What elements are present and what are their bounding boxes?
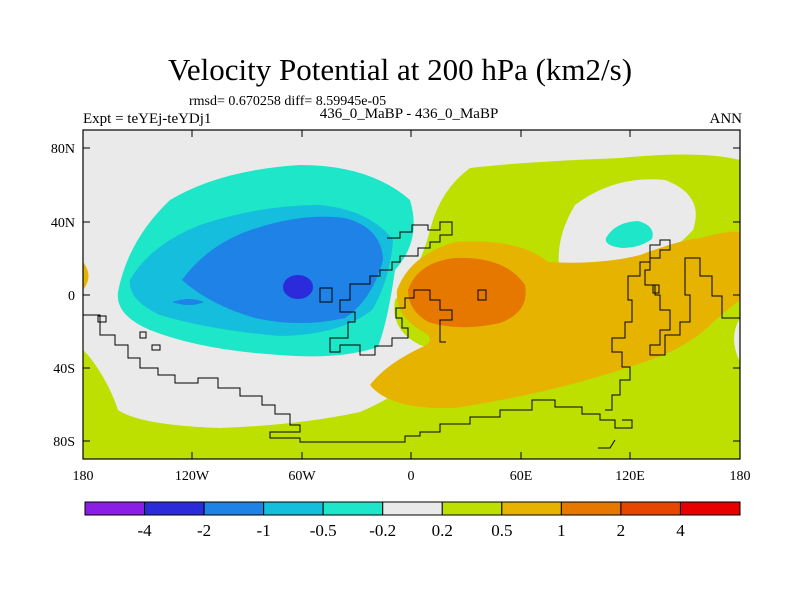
coast-maritime — [605, 239, 740, 411]
experiment-label: Expt = teYEj-teYDj1 — [83, 111, 212, 127]
y-tick-label: 40N — [51, 216, 75, 231]
colorbar-label: -2 — [197, 521, 211, 540]
y-tick-label: 0 — [68, 289, 75, 304]
colorbar-label: 4 — [676, 521, 685, 540]
y-tick-label: 40S — [53, 362, 75, 377]
colorbar-swatch — [263, 501, 324, 516]
x-tick-label: 180 — [730, 469, 751, 484]
x-tick-label: 120E — [615, 469, 645, 484]
plot-title: Velocity Potential at 200 hPa (km2/s) — [167, 52, 633, 87]
colorbar-swatch — [322, 501, 384, 516]
y-tick-label: 80N — [51, 142, 75, 157]
colorbar-swatch — [382, 501, 443, 516]
colorbar-label: 1 — [557, 521, 566, 540]
negative-region-1-small — [172, 299, 204, 305]
axis-ticks — [83, 130, 740, 459]
colorbar-swatch — [620, 501, 681, 516]
coast-south-america — [329, 221, 453, 356]
x-tick-label: 120W — [175, 469, 210, 484]
negative-region-1 — [182, 216, 383, 323]
colorbar-swatch — [560, 501, 622, 516]
map-field — [83, 130, 740, 459]
axis-labels: 80N 40N 0 40S 80S 180 120W 60W 0 60E 120… — [51, 142, 751, 484]
colorbar-swatch — [144, 501, 205, 516]
colorbar-swatch — [203, 501, 265, 516]
colorbar-swatch — [441, 501, 503, 516]
coastlines — [83, 221, 740, 449]
season-label: ANN — [709, 111, 743, 127]
positive-region-1 — [408, 257, 526, 328]
colorbar-label: 2 — [617, 521, 626, 540]
positive-region-west-edge — [83, 262, 89, 290]
colorbar-label: -0.5 — [310, 521, 337, 540]
coast-antarctica — [83, 314, 633, 443]
x-tick-label: 60W — [288, 469, 316, 484]
x-tick-label: 60E — [510, 469, 533, 484]
stats-label: rmsd= 0.670258 diff= 8.59945e-05 — [189, 94, 387, 109]
colorbar-label: -1 — [257, 521, 271, 540]
negative-region-east — [605, 221, 653, 248]
colorbar-label: 0.2 — [432, 521, 453, 540]
x-tick-label: 180 — [73, 469, 94, 484]
neutral-region-edge — [734, 318, 740, 362]
colorbar-swatch — [501, 501, 562, 516]
colorbar: -4 -2 -1 -0.5 -0.2 0.2 0.5 1 2 4 — [84, 501, 741, 540]
colorbar-swatch — [679, 501, 741, 516]
colorbar-label: -4 — [137, 521, 152, 540]
negative-region-2 — [283, 275, 313, 299]
colorbar-label: 0.5 — [491, 521, 512, 540]
case-label: 436_0_MaBP - 436_0_MaBP — [319, 106, 499, 122]
colorbar-swatch — [84, 501, 146, 516]
colorbar-label: -0.2 — [369, 521, 396, 540]
x-tick-label: 0 — [408, 469, 415, 484]
y-tick-label: 80S — [53, 435, 75, 450]
